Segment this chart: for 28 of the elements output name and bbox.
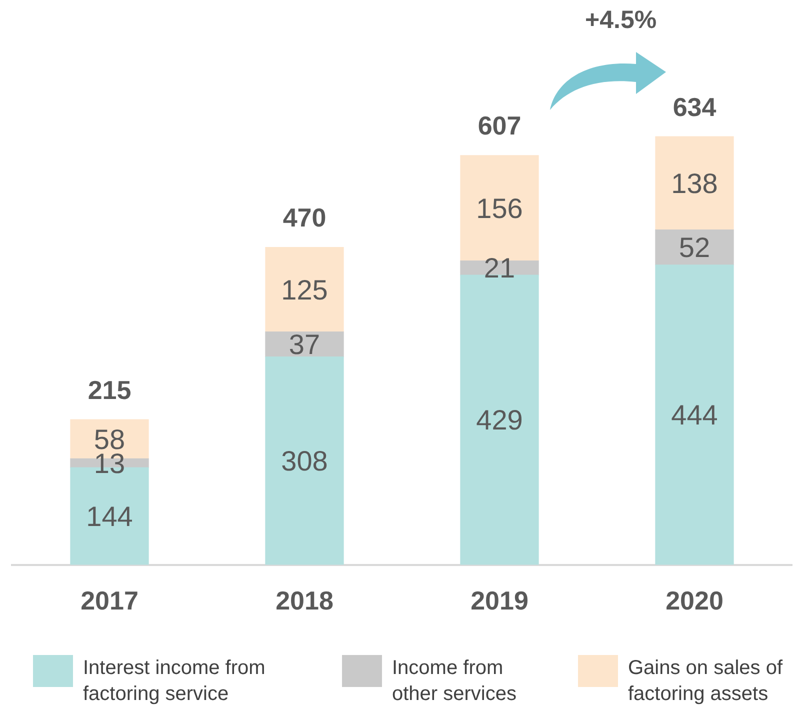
data-label: 138 xyxy=(671,168,718,199)
data-label: 52 xyxy=(678,232,710,264)
legend-label: Gains on sales of factoring assets xyxy=(628,656,784,707)
data-label: 125 xyxy=(281,274,328,306)
x-tick-label: 2018 xyxy=(276,586,334,616)
legend-label: Interest income from factoring service xyxy=(83,656,266,707)
data-label: 444 xyxy=(671,400,718,431)
data-label: 21 xyxy=(484,252,516,284)
legend-label: Income from other services xyxy=(392,656,518,707)
data-label: 58 xyxy=(94,424,126,455)
x-tick-label: 2020 xyxy=(666,586,724,616)
total-label: 607 xyxy=(478,110,522,141)
bar xyxy=(265,356,344,565)
bar xyxy=(655,229,734,266)
total-label: 215 xyxy=(88,374,132,405)
bar xyxy=(655,136,734,230)
bar xyxy=(655,264,734,565)
data-label: 37 xyxy=(288,328,320,360)
total-label: 470 xyxy=(282,202,326,233)
total-label: 634 xyxy=(672,92,717,122)
data-label: 308 xyxy=(281,446,328,477)
data-label: 429 xyxy=(476,404,523,436)
data-label: 144 xyxy=(86,500,133,532)
bar xyxy=(265,247,344,332)
x-tick-label: 2017 xyxy=(80,586,138,616)
text: +4.5% xyxy=(585,6,657,35)
data-label: 156 xyxy=(476,192,523,224)
x-tick-label: 2019 xyxy=(470,586,528,616)
